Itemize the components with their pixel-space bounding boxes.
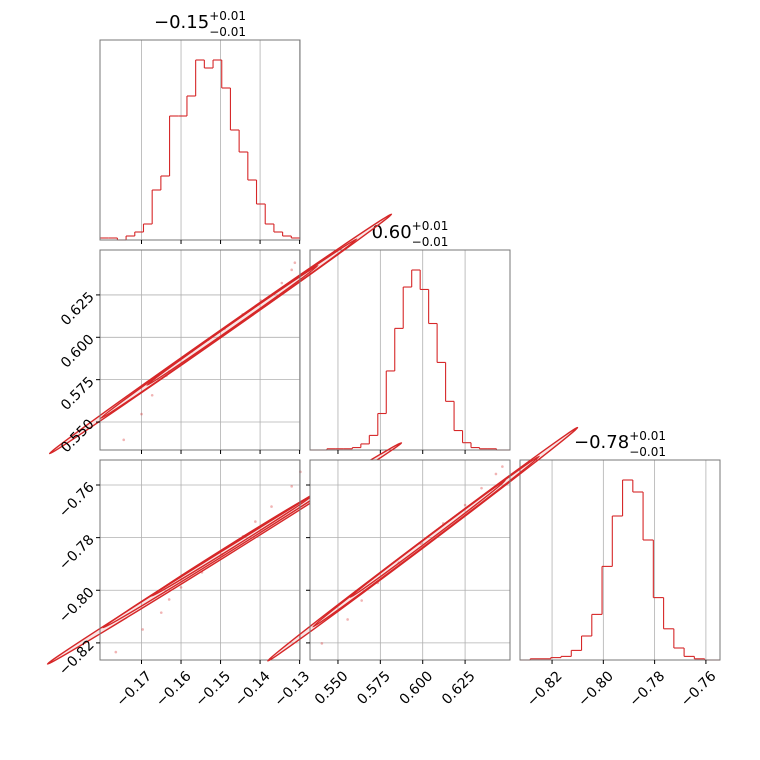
hist_p2-title-median: 0.60 — [372, 222, 412, 243]
scatter_p1_p3-ytick-label-3: −0.76 — [56, 479, 98, 521]
scatter_p2_p3-frame — [309, 459, 511, 661]
scatter_p1_p3-point-10 — [290, 485, 293, 488]
scatter_p1_p3-xtick-label-2: −0.15 — [193, 668, 235, 710]
scatter_p1_p2-ytick-label-1: 0.575 — [58, 374, 98, 414]
scatter_p2_p3-point-10 — [501, 465, 504, 468]
scatter_p1_p3-frame — [99, 459, 301, 661]
scatter_p1_p2-point-2 — [150, 393, 154, 397]
scatter_p1_p2-point-11 — [290, 268, 293, 272]
hist_p1-title: −0.15+0.01 — [154, 9, 246, 33]
scatter_p1_p2-point-0 — [122, 438, 126, 442]
hist_p2-background — [310, 250, 510, 450]
scatter_p2_p3-contour-3 — [349, 479, 506, 599]
scatter_p2_p3-point-8 — [480, 486, 483, 490]
hist_p2-panel: 0.60+0.01−0.01 — [309, 219, 511, 454]
hist_p2-title: 0.60+0.01 — [372, 219, 449, 243]
scatter_p1_p2-ytick-label-2: 0.600 — [58, 332, 98, 372]
hist_p3-title-median: −0.78 — [574, 432, 629, 453]
scatter_p2_p3-background — [310, 460, 510, 660]
scatter_p1_p2-ytick-label-0: 0.550 — [58, 416, 98, 456]
scatter_p1_p3-ytick-label-1: −0.80 — [56, 585, 98, 627]
hist_p1-title-median: −0.15 — [154, 12, 209, 33]
scatter_p2_p3-point-7 — [463, 503, 467, 507]
scatter_p1_p3-xtick-label-1: −0.16 — [153, 668, 195, 710]
scatter_p1_p2-ytick-label-3: 0.625 — [58, 289, 98, 329]
scatter_p1_p3-xtick-label-3: −0.14 — [232, 668, 274, 710]
hist_p2-title-minus: −0.01 — [412, 235, 449, 249]
scatter_p2_p3-panel: 0.550 0.575 0.600 0.625 — [267, 426, 579, 708]
scatter_p2_p3-point-0 — [320, 642, 324, 645]
hist_p3-xtick-label-1: −0.80 — [575, 668, 617, 710]
scatter_p1_p2-point-12 — [293, 261, 297, 265]
hist_p2-title-plus: +0.01 — [412, 219, 449, 233]
scatter_p2_p3-xtick-label-1: 0.575 — [354, 668, 394, 708]
scatter_p2_p3-xtick-label-2: 0.600 — [397, 668, 437, 708]
scatter_p1_p2-frame — [99, 249, 301, 451]
hist_p3-background — [520, 460, 720, 660]
scatter_p1_p3-point-2 — [159, 611, 163, 614]
hist_p3-frame — [519, 459, 721, 661]
hist_p3-title-minus: −0.01 — [629, 445, 666, 459]
scatter_p2_p3-point-1 — [346, 618, 349, 621]
hist_p1-frame — [99, 39, 301, 241]
hist_p3-title: −0.78+0.01 — [574, 429, 666, 453]
scatter_p2_p3-xtick-label-0: 0.550 — [312, 668, 352, 708]
hist_p3-title-plus: +0.01 — [629, 429, 666, 443]
scatter_p1_p3-point-0 — [114, 650, 118, 654]
scatter_p1_p3-point-8 — [254, 520, 257, 523]
hist_p1-background — [100, 40, 300, 240]
hist_p1-title-plus: +0.01 — [209, 9, 246, 23]
scatter_p1_p3-point-3 — [167, 598, 171, 601]
scatter_p1_p3-point-4 — [179, 586, 183, 589]
scatter_p1_p2-contour-3 — [146, 264, 319, 386]
hist_p3-xtick-label-2: −0.78 — [627, 668, 669, 710]
scatter_p1_p2-point-10 — [280, 281, 284, 285]
scatter_p2_p3-xtick-label-3: 0.625 — [439, 668, 479, 708]
scatter_p1_p3-xtick-label-0: −0.17 — [113, 668, 155, 710]
hist_p3-xtick-label-3: −0.76 — [678, 668, 720, 710]
scatter_p2_p3-point-2 — [360, 599, 363, 602]
hist_p1-title-minus: −0.01 — [209, 25, 246, 39]
scatter_p1_p3-point-9 — [270, 505, 273, 508]
scatter_p1_p3-ytick-label-2: −0.78 — [56, 532, 98, 574]
scatter_p1_p3-xtick-label-4: −0.13 — [272, 668, 314, 710]
scatter_p1_p2-point-1 — [140, 412, 143, 416]
scatter_p1_p3-background — [100, 460, 300, 660]
scatter_p1_p3-point-1 — [141, 628, 144, 631]
hist_p1-panel: −0.15+0.01−0.01 — [99, 9, 301, 244]
scatter_p2_p3-point-9 — [494, 472, 498, 476]
hist_p3-panel: −0.82 −0.80 −0.78 −0.76−0.78+0.01−0.01 — [519, 429, 721, 710]
hist_p3-xtick-label-0: −0.82 — [524, 668, 566, 710]
hist_p2-frame — [309, 249, 511, 451]
